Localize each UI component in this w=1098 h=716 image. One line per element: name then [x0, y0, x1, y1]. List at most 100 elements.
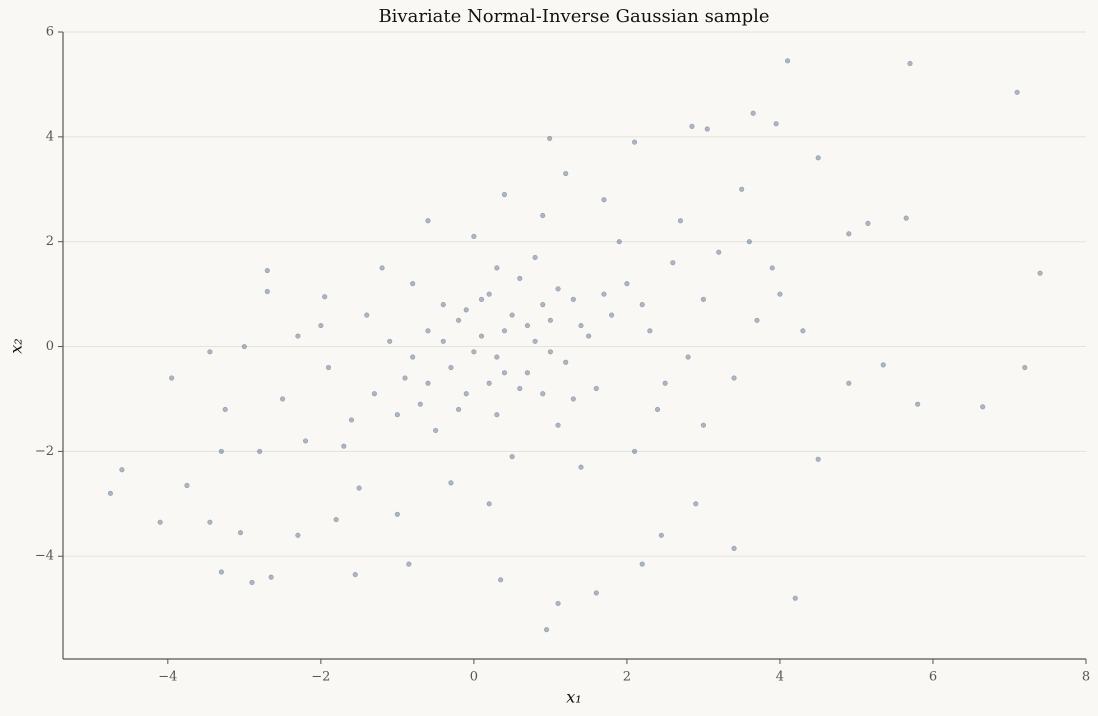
point — [1014, 89, 1020, 95]
point — [463, 307, 469, 313]
y-tick-label: −4 — [35, 549, 54, 564]
point — [662, 380, 668, 386]
point — [218, 448, 224, 454]
point — [616, 239, 622, 245]
point — [631, 448, 638, 454]
point — [387, 338, 393, 344]
point — [593, 385, 599, 392]
point — [540, 212, 546, 219]
point — [792, 595, 798, 601]
point — [394, 511, 400, 517]
point — [264, 288, 270, 295]
point — [693, 501, 699, 507]
point — [341, 443, 347, 449]
point — [241, 343, 247, 350]
point — [257, 448, 263, 454]
point — [846, 380, 852, 386]
point — [279, 396, 286, 402]
point — [517, 275, 523, 281]
y-tick-label: 6 — [46, 25, 54, 40]
point — [268, 574, 274, 580]
point — [593, 590, 599, 596]
point — [425, 380, 431, 386]
y-tick-label: −2 — [35, 444, 54, 459]
point — [237, 530, 244, 536]
point — [601, 291, 607, 297]
y-tick-label: 2 — [46, 234, 54, 249]
point — [543, 627, 550, 633]
point — [471, 233, 477, 240]
point — [207, 519, 213, 525]
point — [440, 302, 446, 308]
point — [631, 139, 638, 145]
point — [547, 317, 553, 323]
point — [249, 579, 255, 586]
point — [777, 291, 783, 297]
point — [907, 60, 913, 67]
point — [773, 121, 779, 127]
point — [425, 218, 431, 224]
point — [704, 126, 710, 132]
point — [731, 375, 737, 381]
point — [903, 215, 909, 221]
point — [555, 600, 561, 607]
point — [586, 333, 592, 339]
point — [107, 490, 114, 496]
point — [501, 370, 508, 376]
point — [218, 569, 224, 575]
point — [524, 322, 531, 329]
point — [624, 281, 630, 287]
point — [731, 545, 737, 551]
point — [1022, 364, 1028, 371]
point — [800, 328, 806, 334]
point — [471, 349, 477, 355]
point — [455, 406, 462, 413]
point — [348, 417, 355, 423]
point — [509, 454, 515, 460]
x-tick-label: 2 — [623, 670, 631, 685]
point — [547, 349, 553, 355]
point — [750, 110, 756, 116]
point — [555, 286, 561, 292]
x-axis-label: x₁ — [566, 688, 581, 707]
point — [980, 404, 986, 410]
point — [601, 197, 607, 203]
x-tick-label: −4 — [158, 670, 177, 685]
point — [410, 281, 416, 287]
x-tick-label: 0 — [470, 670, 478, 685]
point — [1037, 270, 1043, 276]
point — [494, 412, 500, 418]
point — [609, 312, 615, 318]
x-tick-label: 8 — [1082, 670, 1090, 685]
point — [169, 375, 175, 381]
point — [440, 338, 446, 344]
point — [540, 302, 546, 308]
point — [463, 391, 469, 397]
point — [406, 561, 412, 567]
point — [915, 401, 921, 407]
point — [509, 312, 515, 318]
point — [478, 296, 485, 302]
point — [716, 249, 722, 255]
point — [865, 220, 871, 226]
point — [555, 422, 561, 428]
point — [880, 362, 886, 368]
point — [658, 532, 664, 538]
point — [222, 406, 228, 413]
x-tick-label: −2 — [311, 670, 330, 685]
point — [302, 438, 309, 444]
point — [532, 338, 538, 344]
chart-title: Bivariate Normal-Inverse Gaussian sample — [378, 6, 769, 27]
point — [524, 370, 531, 376]
point — [739, 186, 745, 192]
point — [517, 385, 523, 392]
point — [295, 532, 301, 538]
point — [448, 480, 454, 486]
point — [815, 155, 821, 161]
point — [322, 294, 328, 300]
point — [670, 260, 676, 266]
point — [498, 577, 504, 583]
point — [494, 354, 500, 360]
